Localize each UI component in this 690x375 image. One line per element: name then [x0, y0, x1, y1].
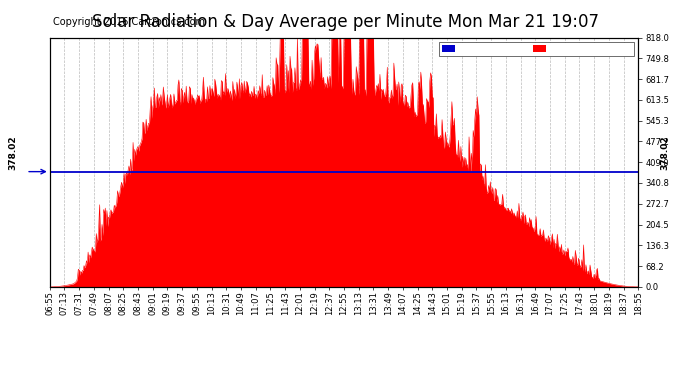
- Text: 378.02: 378.02: [660, 135, 669, 170]
- Text: Copyright 2016 Cartronics.com: Copyright 2016 Cartronics.com: [53, 17, 205, 27]
- Text: Solar Radiation & Day Average per Minute Mon Mar 21 19:07: Solar Radiation & Day Average per Minute…: [92, 13, 598, 31]
- Legend: Median (w/m2), Radiation (w/m2): Median (w/m2), Radiation (w/m2): [439, 42, 633, 56]
- Text: 378.02: 378.02: [8, 135, 17, 170]
